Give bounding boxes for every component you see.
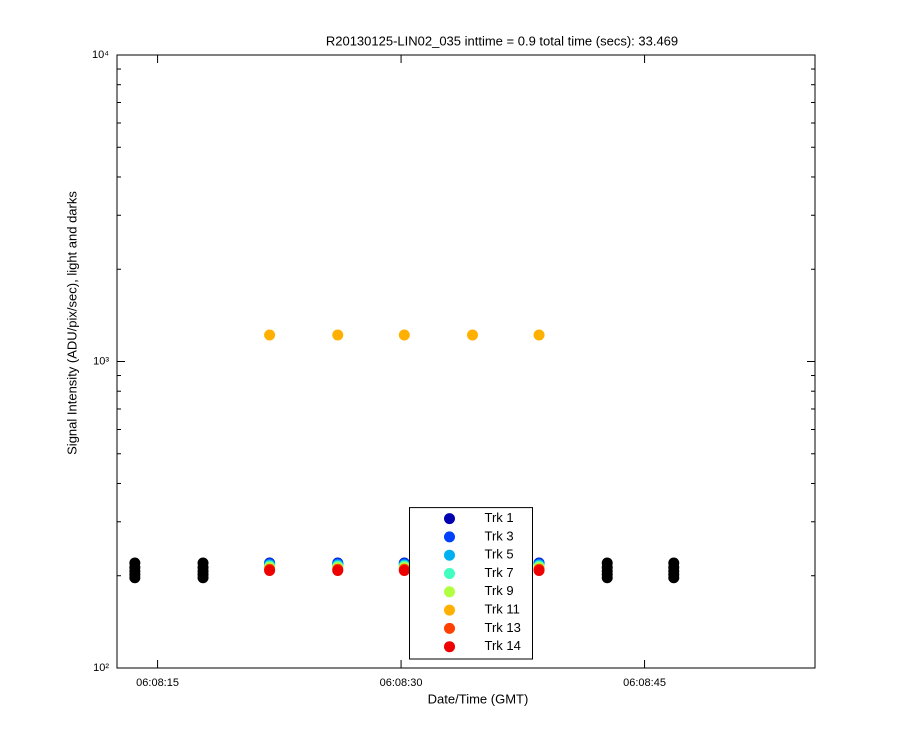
legend-marker [444, 604, 455, 616]
legend-label: Trk 11 [485, 602, 520, 617]
y-tick-label: 10² [93, 662, 109, 674]
y-axis-label: Signal Intensity (ADU/pix/sec), light an… [64, 191, 79, 455]
legend-marker [444, 531, 455, 543]
x-axis-label: Date/Time (GMT) [428, 691, 529, 706]
point [264, 329, 276, 341]
dark-point [668, 557, 680, 569]
dark-point [601, 557, 613, 569]
legend-label: Trk 3 [485, 528, 514, 543]
point [533, 329, 545, 341]
legend-marker [444, 641, 455, 653]
chart-title: R20130125-LIN02_035 inttime = 0.9 total … [326, 33, 678, 48]
legend-marker [444, 622, 455, 634]
x-tick-label: 06:08:45 [623, 677, 666, 689]
x-tick-label: 06:08:15 [136, 677, 179, 689]
x-tick-label: 06:08:30 [380, 677, 423, 689]
legend-marker [444, 549, 455, 561]
point [398, 565, 410, 577]
legend-label: Trk 7 [485, 565, 514, 580]
dark-point [129, 557, 141, 569]
y-tick-label: 10⁴ [92, 49, 109, 61]
dark-point [197, 557, 209, 569]
legend-label: Trk 5 [485, 547, 514, 562]
point [332, 565, 344, 577]
point [398, 329, 410, 341]
legend-marker [444, 513, 455, 525]
legend-label: Trk 14 [485, 638, 521, 653]
legend-label: Trk 9 [485, 583, 514, 598]
point [466, 329, 478, 341]
point [332, 329, 344, 341]
point [264, 565, 276, 577]
y-tick-label: 10³ [93, 355, 109, 367]
legend-label: Trk 1 [485, 510, 514, 525]
legend-marker [444, 568, 455, 579]
legend-marker [444, 586, 455, 598]
legend-box [409, 507, 533, 660]
legend-label: Trk 13 [485, 620, 521, 635]
point [533, 565, 545, 577]
